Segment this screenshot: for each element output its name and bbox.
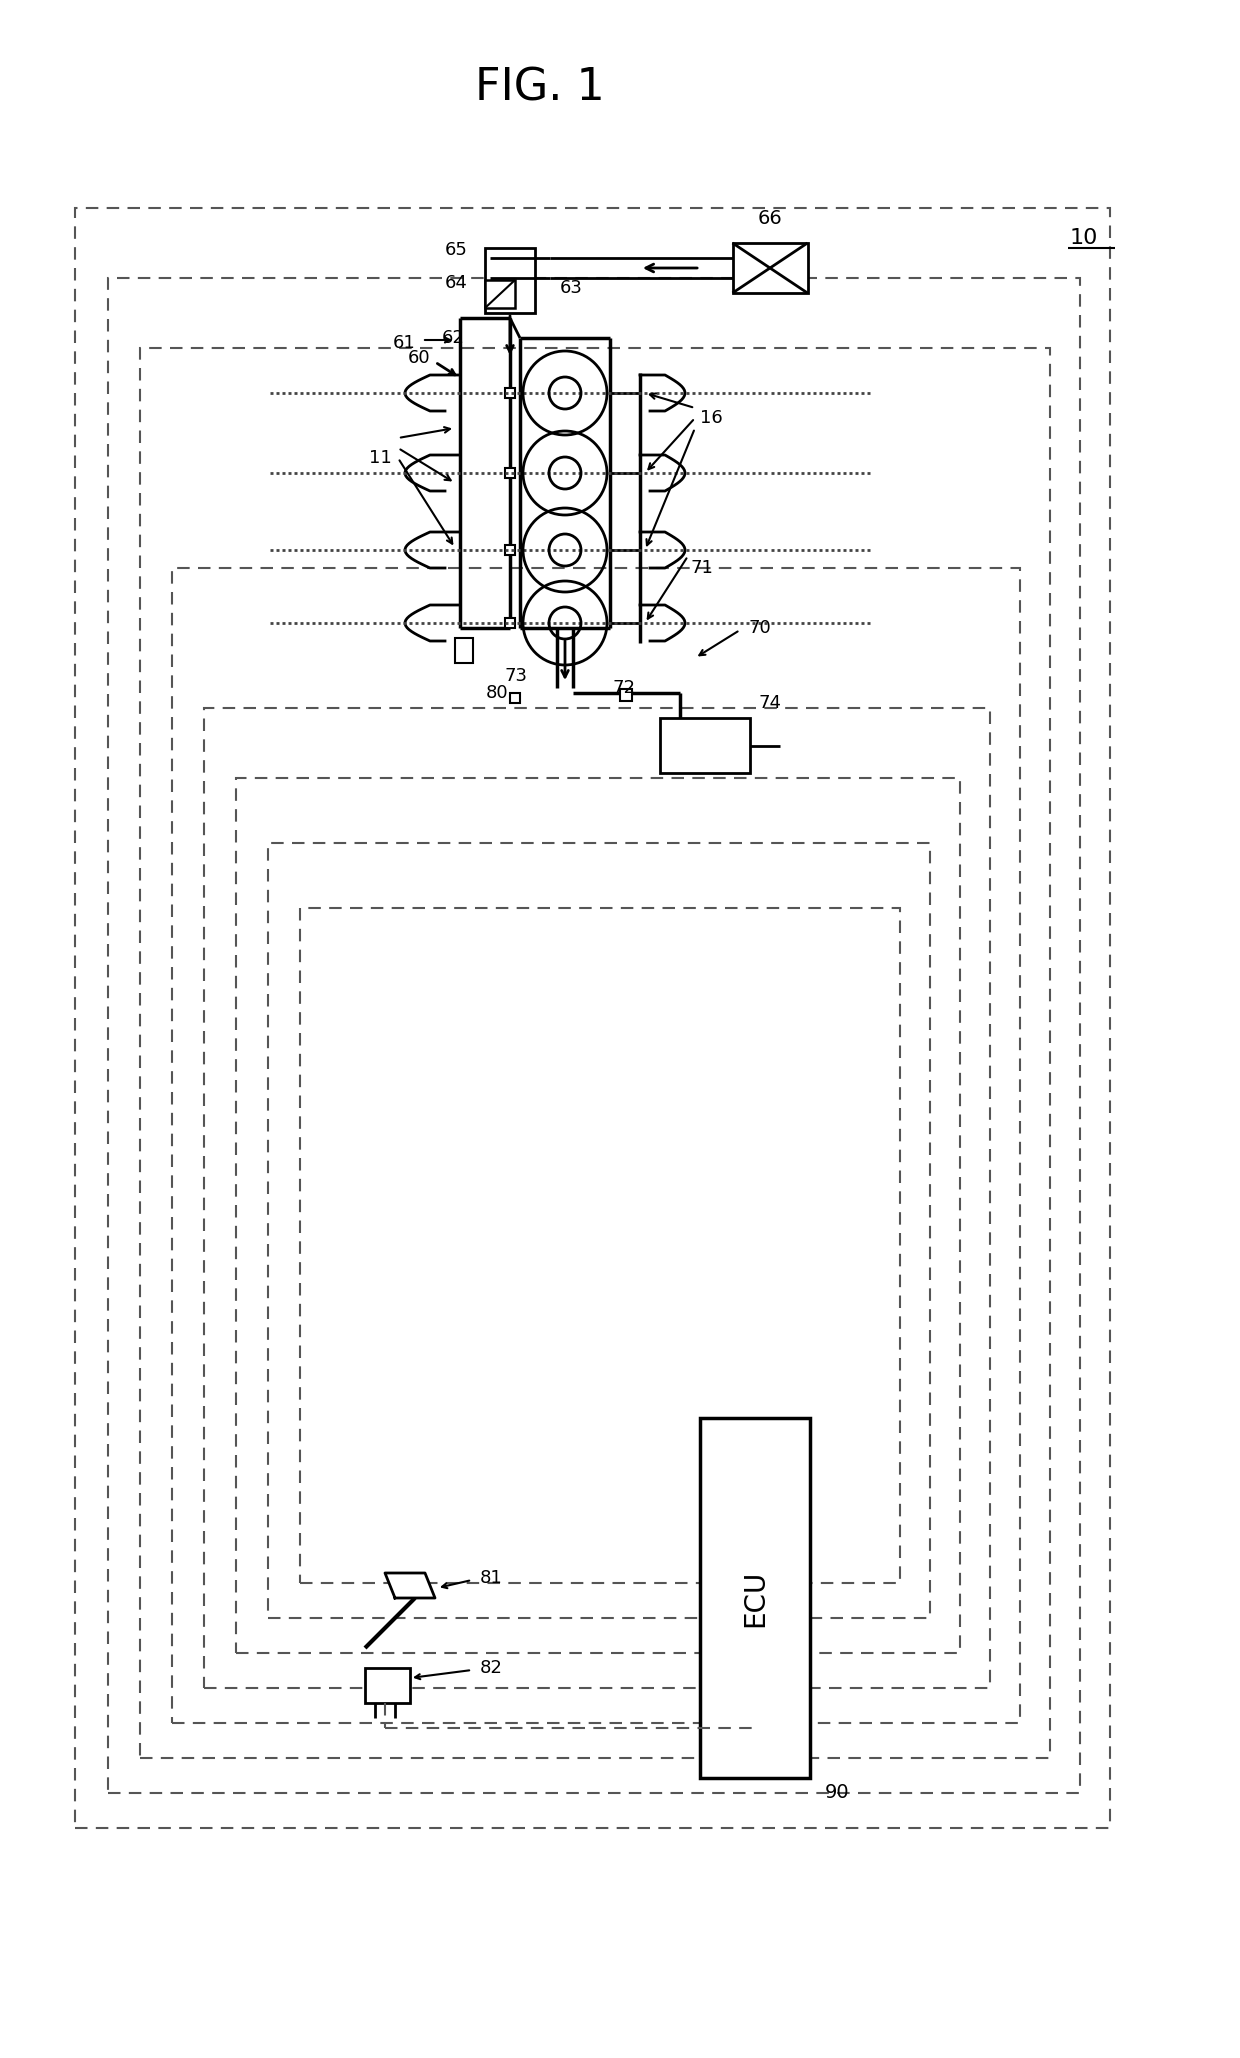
Bar — [485, 280, 515, 309]
Bar — [74, 208, 1110, 1828]
Text: 63: 63 — [560, 280, 583, 296]
Text: 62: 62 — [443, 329, 465, 348]
Text: 72: 72 — [613, 679, 635, 698]
Text: 70: 70 — [748, 619, 771, 638]
Bar — [733, 243, 807, 292]
Bar — [660, 718, 750, 774]
Bar — [300, 908, 900, 1583]
Bar — [108, 278, 1080, 1793]
Text: 11: 11 — [368, 449, 392, 467]
Bar — [205, 708, 990, 1688]
Text: 71: 71 — [689, 560, 713, 576]
Text: 73: 73 — [505, 667, 528, 685]
Bar — [140, 348, 1050, 1758]
Bar — [701, 1418, 810, 1778]
Text: 81: 81 — [480, 1568, 502, 1587]
Bar — [268, 844, 930, 1618]
Polygon shape — [384, 1572, 435, 1597]
Bar — [455, 638, 472, 663]
Bar — [172, 568, 1021, 1723]
Text: 60: 60 — [408, 350, 430, 366]
Bar — [505, 617, 515, 628]
Text: 16: 16 — [701, 410, 723, 426]
Text: FIG. 1: FIG. 1 — [475, 66, 605, 109]
Text: 10: 10 — [1070, 228, 1099, 249]
Bar — [505, 545, 515, 556]
Text: 61: 61 — [392, 333, 415, 352]
Bar — [505, 389, 515, 397]
Bar — [236, 778, 960, 1653]
Text: 74: 74 — [758, 694, 781, 712]
Text: ECU: ECU — [742, 1570, 769, 1626]
Text: 82: 82 — [480, 1659, 503, 1677]
Bar — [365, 1667, 410, 1704]
Bar — [505, 467, 515, 477]
Text: 66: 66 — [758, 208, 782, 228]
Bar — [620, 689, 632, 702]
Bar — [485, 249, 534, 313]
Text: 90: 90 — [825, 1784, 849, 1803]
Text: 64: 64 — [445, 274, 467, 292]
Bar — [510, 694, 520, 704]
Text: 65: 65 — [445, 241, 467, 259]
Text: 80: 80 — [485, 683, 508, 702]
